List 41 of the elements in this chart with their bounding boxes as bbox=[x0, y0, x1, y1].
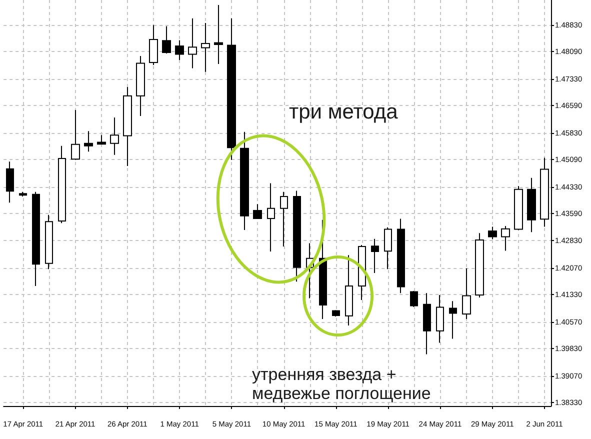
candlestick bbox=[201, 22, 210, 72]
candlestick bbox=[332, 310, 340, 318]
candlestick bbox=[540, 157, 549, 228]
candlestick bbox=[514, 186, 523, 230]
candlestick bbox=[188, 18, 197, 69]
candlestick bbox=[97, 134, 106, 145]
candlestick bbox=[501, 225, 510, 252]
candlestick bbox=[162, 26, 171, 54]
annotation: утренняя звезда + медвежье поглощение bbox=[252, 365, 431, 403]
candlestick bbox=[280, 191, 288, 247]
candlestick bbox=[345, 254, 353, 326]
candlestick bbox=[253, 204, 262, 219]
annotation: три метода bbox=[289, 100, 398, 124]
candlestick bbox=[267, 182, 275, 252]
candlestick bbox=[293, 190, 301, 282]
candlestick bbox=[240, 131, 249, 230]
candlestick bbox=[423, 292, 431, 355]
candlestick bbox=[384, 226, 392, 270]
candlestick bbox=[123, 86, 132, 166]
candlestick bbox=[488, 226, 497, 240]
candlestick bbox=[527, 177, 536, 233]
candlestick bbox=[475, 232, 484, 298]
candlestick bbox=[175, 40, 184, 60]
candlestick bbox=[32, 191, 40, 286]
candlestick bbox=[371, 238, 379, 274]
candlestick bbox=[149, 24, 158, 66]
candlestick bbox=[462, 268, 471, 320]
candlestick bbox=[58, 145, 66, 224]
candlestick bbox=[71, 109, 80, 160]
candlestick bbox=[110, 116, 119, 156]
candlestick bbox=[214, 4, 223, 64]
candlestick bbox=[397, 218, 405, 294]
candlestick bbox=[6, 161, 14, 204]
candlestick bbox=[19, 191, 27, 198]
candlestick bbox=[410, 290, 418, 308]
candlestick bbox=[136, 56, 145, 117]
candlestick bbox=[436, 294, 444, 344]
candlestick bbox=[319, 219, 327, 320]
candlestick bbox=[45, 214, 53, 270]
candlestick bbox=[84, 130, 93, 152]
candlestick bbox=[449, 300, 457, 340]
